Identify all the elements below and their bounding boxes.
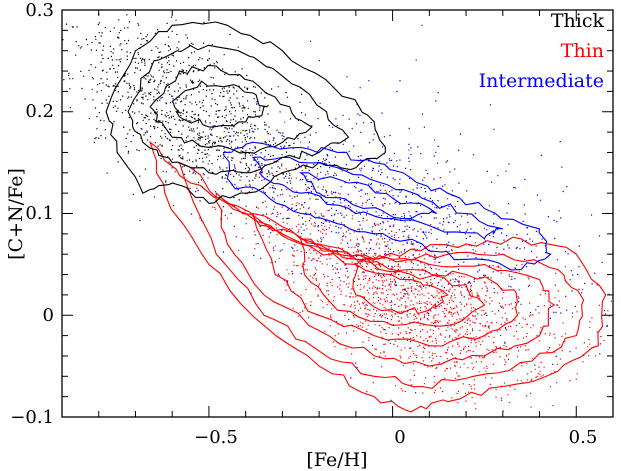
contour-thin-1 (178, 161, 585, 389)
y-tick-label-01: 0.1 (25, 203, 54, 224)
contour-thick-1 (127, 44, 350, 175)
legend-label-thin: Thin (561, 40, 604, 62)
contour-intermediate-2 (299, 172, 438, 220)
points-thick-cloud (62, 13, 400, 277)
contour-thin-4 (300, 238, 486, 327)
x-tick-label-0: 0 (394, 427, 405, 448)
contour-thick-2 (149, 64, 313, 154)
x-tick-label-neg05: −0.5 (194, 427, 238, 448)
legend-label-intermediate: Intermediate (479, 70, 604, 92)
contours-thick (105, 21, 386, 204)
contours-thin (149, 140, 607, 413)
density-contours (105, 21, 607, 413)
data-points (62, 13, 612, 417)
contour-thick-0 (105, 21, 386, 204)
x-axis-title: [Fe/H] (306, 449, 367, 471)
y-tick-label-neg01: −0.1 (10, 407, 54, 428)
x-tick-label-05: 0.5 (569, 427, 598, 448)
contours-intermediate (222, 141, 552, 271)
y-tick-label-03: 0.3 (25, 0, 54, 21)
axis-ticks (61, 9, 614, 418)
points-thick (62, 13, 400, 277)
y-tick-label-0: 0 (43, 305, 54, 326)
contour-intermediate-1 (251, 156, 503, 240)
legend-label-thick: Thick (551, 10, 605, 32)
contour-thin-0 (149, 140, 607, 413)
contour-thin-5 (352, 262, 449, 315)
legend: Thick Thin Intermediate (479, 10, 605, 92)
y-tick-label-02: 0.2 (25, 101, 54, 122)
contour-intermediate-0 (222, 141, 552, 271)
y-axis-title: [C+N/Fe] (5, 168, 27, 260)
contour-thick-3 (171, 80, 268, 128)
